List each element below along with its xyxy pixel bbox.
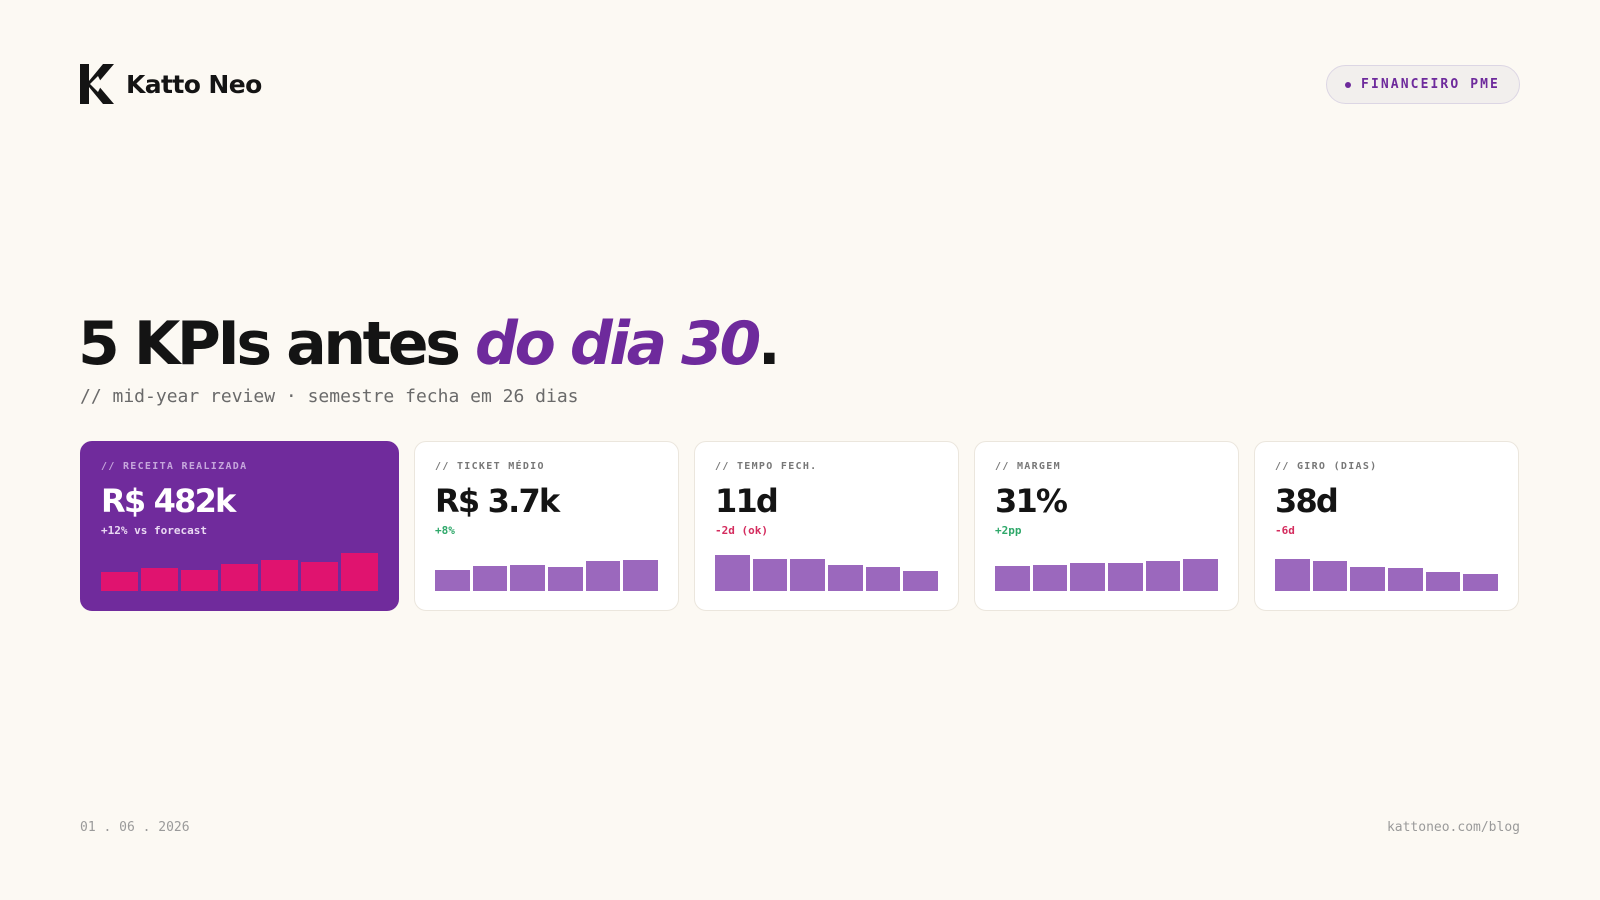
- kpi-card-giro: // GIRO (DIAS) 38d -6d: [1254, 441, 1519, 611]
- brand-logo: Katto Neo: [80, 64, 262, 104]
- sparkline-bar: [1463, 574, 1499, 591]
- page-subtitle: // mid-year review · semestre fecha em 2…: [80, 386, 579, 407]
- kpi-card-ticket: // TICKET MÉDIO R$ 3.7k +8%: [414, 441, 679, 611]
- sparkline-bar: [435, 570, 470, 591]
- katto-k-logo-icon: [80, 64, 114, 104]
- kpi-label: // TEMPO FECH.: [715, 461, 818, 472]
- kpi-card-margem: // MARGEM 31% +2pp: [974, 441, 1239, 611]
- sparkline-bar: [261, 559, 298, 591]
- sparkline-bar: [1108, 562, 1143, 591]
- kpi-delta: -6d: [1275, 524, 1295, 537]
- sparkline-bar: [1425, 571, 1461, 591]
- sparkline-bar: [472, 565, 508, 591]
- kpi-sparkline: [435, 549, 659, 591]
- kpi-value: 31%: [995, 482, 1068, 520]
- kpi-label: // MARGEM: [995, 461, 1061, 472]
- kpi-delta: +8%: [435, 524, 455, 537]
- kpi-card-receita: // RECEITA REALIZADA R$ 482k +12% vs for…: [80, 441, 399, 611]
- sparkline-bar: [1070, 562, 1106, 591]
- footer-url: kattoneo.com/blog: [1386, 820, 1520, 835]
- page-title-suffix: .: [757, 309, 781, 379]
- dot-icon: [1345, 81, 1352, 88]
- sparkline-bar: [1275, 559, 1310, 591]
- sparkline-bar: [1388, 567, 1423, 591]
- kpi-sparkline: [715, 549, 939, 591]
- sparkline-bar: [585, 560, 621, 591]
- page-title: 5 KPIs antes do dia 30.: [78, 306, 781, 382]
- sparkline-bar: [752, 559, 788, 591]
- sparkline-bar: [1145, 561, 1181, 591]
- page-title-prefix: 5 KPIs antes: [78, 309, 476, 379]
- footer-date: 01 . 06 . 2026: [80, 820, 190, 835]
- sparkline-bar: [181, 570, 218, 591]
- kpi-delta: +2pp: [995, 524, 1022, 537]
- category-tag: FINANCEIRO PME: [1326, 65, 1520, 104]
- kpi-label: // TICKET MÉDIO: [435, 461, 545, 472]
- sparkline-bar: [790, 559, 826, 591]
- sparkline-bar: [1032, 564, 1068, 591]
- sparkline-bar: [865, 567, 901, 591]
- sparkline-bar: [828, 564, 863, 591]
- kpi-value: 38d: [1275, 482, 1339, 520]
- brand-name: Katto Neo: [126, 69, 262, 99]
- sparkline-bar: [301, 561, 338, 591]
- kpi-sparkline: [101, 549, 378, 591]
- sparkline-bar: [903, 570, 939, 591]
- sparkline-bar: [510, 564, 546, 591]
- kpi-delta: -2d (ok): [715, 524, 768, 537]
- kpi-value: R$ 3.7k: [435, 482, 560, 520]
- sparkline-bar: [715, 555, 750, 591]
- sparkline-bar: [341, 553, 378, 591]
- category-tag-label: FINANCEIRO PME: [1361, 77, 1500, 92]
- sparkline-bar: [1350, 567, 1386, 591]
- sparkline-bar: [1183, 559, 1219, 591]
- page-title-accent: do dia 30: [475, 309, 761, 379]
- kpi-sparkline: [1275, 549, 1499, 591]
- kpi-sparkline: [995, 549, 1219, 591]
- sparkline-bar: [1312, 561, 1348, 591]
- kpi-delta: +12% vs forecast: [101, 524, 207, 537]
- kpi-value: 11d: [715, 482, 779, 520]
- kpi-card-row: // RECEITA REALIZADA R$ 482k +12% vs for…: [80, 441, 1519, 611]
- kpi-value: R$ 482k: [101, 482, 236, 520]
- kpi-label: // GIRO (DIAS): [1275, 461, 1378, 472]
- kpi-label: // RECEITA REALIZADA: [101, 461, 248, 472]
- sparkline-bar: [141, 567, 178, 591]
- sparkline-bar: [101, 572, 138, 591]
- sparkline-bar: [221, 563, 258, 591]
- sparkline-bar: [995, 565, 1030, 591]
- kpi-card-tempo: // TEMPO FECH. 11d -2d (ok): [694, 441, 959, 611]
- sparkline-bar: [623, 559, 659, 591]
- sparkline-bar: [548, 567, 583, 591]
